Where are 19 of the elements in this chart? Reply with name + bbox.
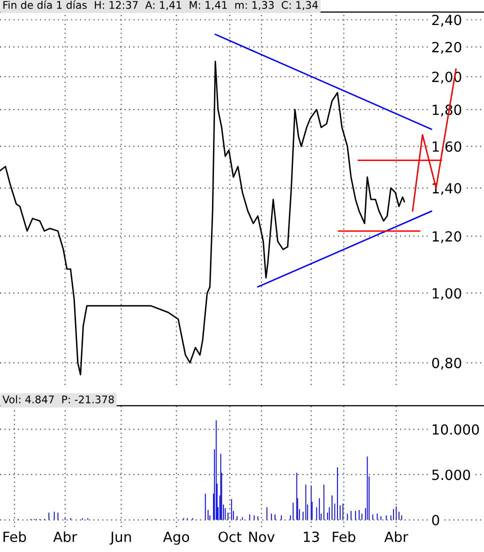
x-tick-label: Nov [249, 532, 275, 542]
y-tick-label: 0,80 [432, 358, 462, 370]
chart-title: Fin de día 1 días H: 12:37 A: 1,41 M: 1,41 m: 1,33 C: 1,34 [3, 0, 318, 10]
x-tick-label: Feb [332, 531, 356, 542]
y-tick-label: 10.000 [432, 424, 479, 435]
y-tick-label: 2,40 [432, 14, 462, 27]
x-tick-label: 13 [304, 532, 319, 542]
y-tick-label: 1,20 [432, 231, 462, 244]
y-tick-label: 5.000 [432, 470, 470, 480]
y-tick-label: 1,00 [432, 288, 462, 300]
chart-title: Vol: 4.847 P: -21.378 [2, 395, 114, 404]
x-tick-label: Feb [4, 531, 26, 542]
x-tick-label: Oct [218, 532, 242, 542]
x-tick-label: Abr [384, 531, 408, 542]
x-tick-label: Abr [53, 531, 78, 542]
y-tick-label: 0 [432, 514, 440, 526]
x-tick-label: Jun [110, 532, 131, 545]
y-tick-label: 2,20 [432, 42, 462, 54]
x-tick-label: Ago [163, 532, 190, 545]
